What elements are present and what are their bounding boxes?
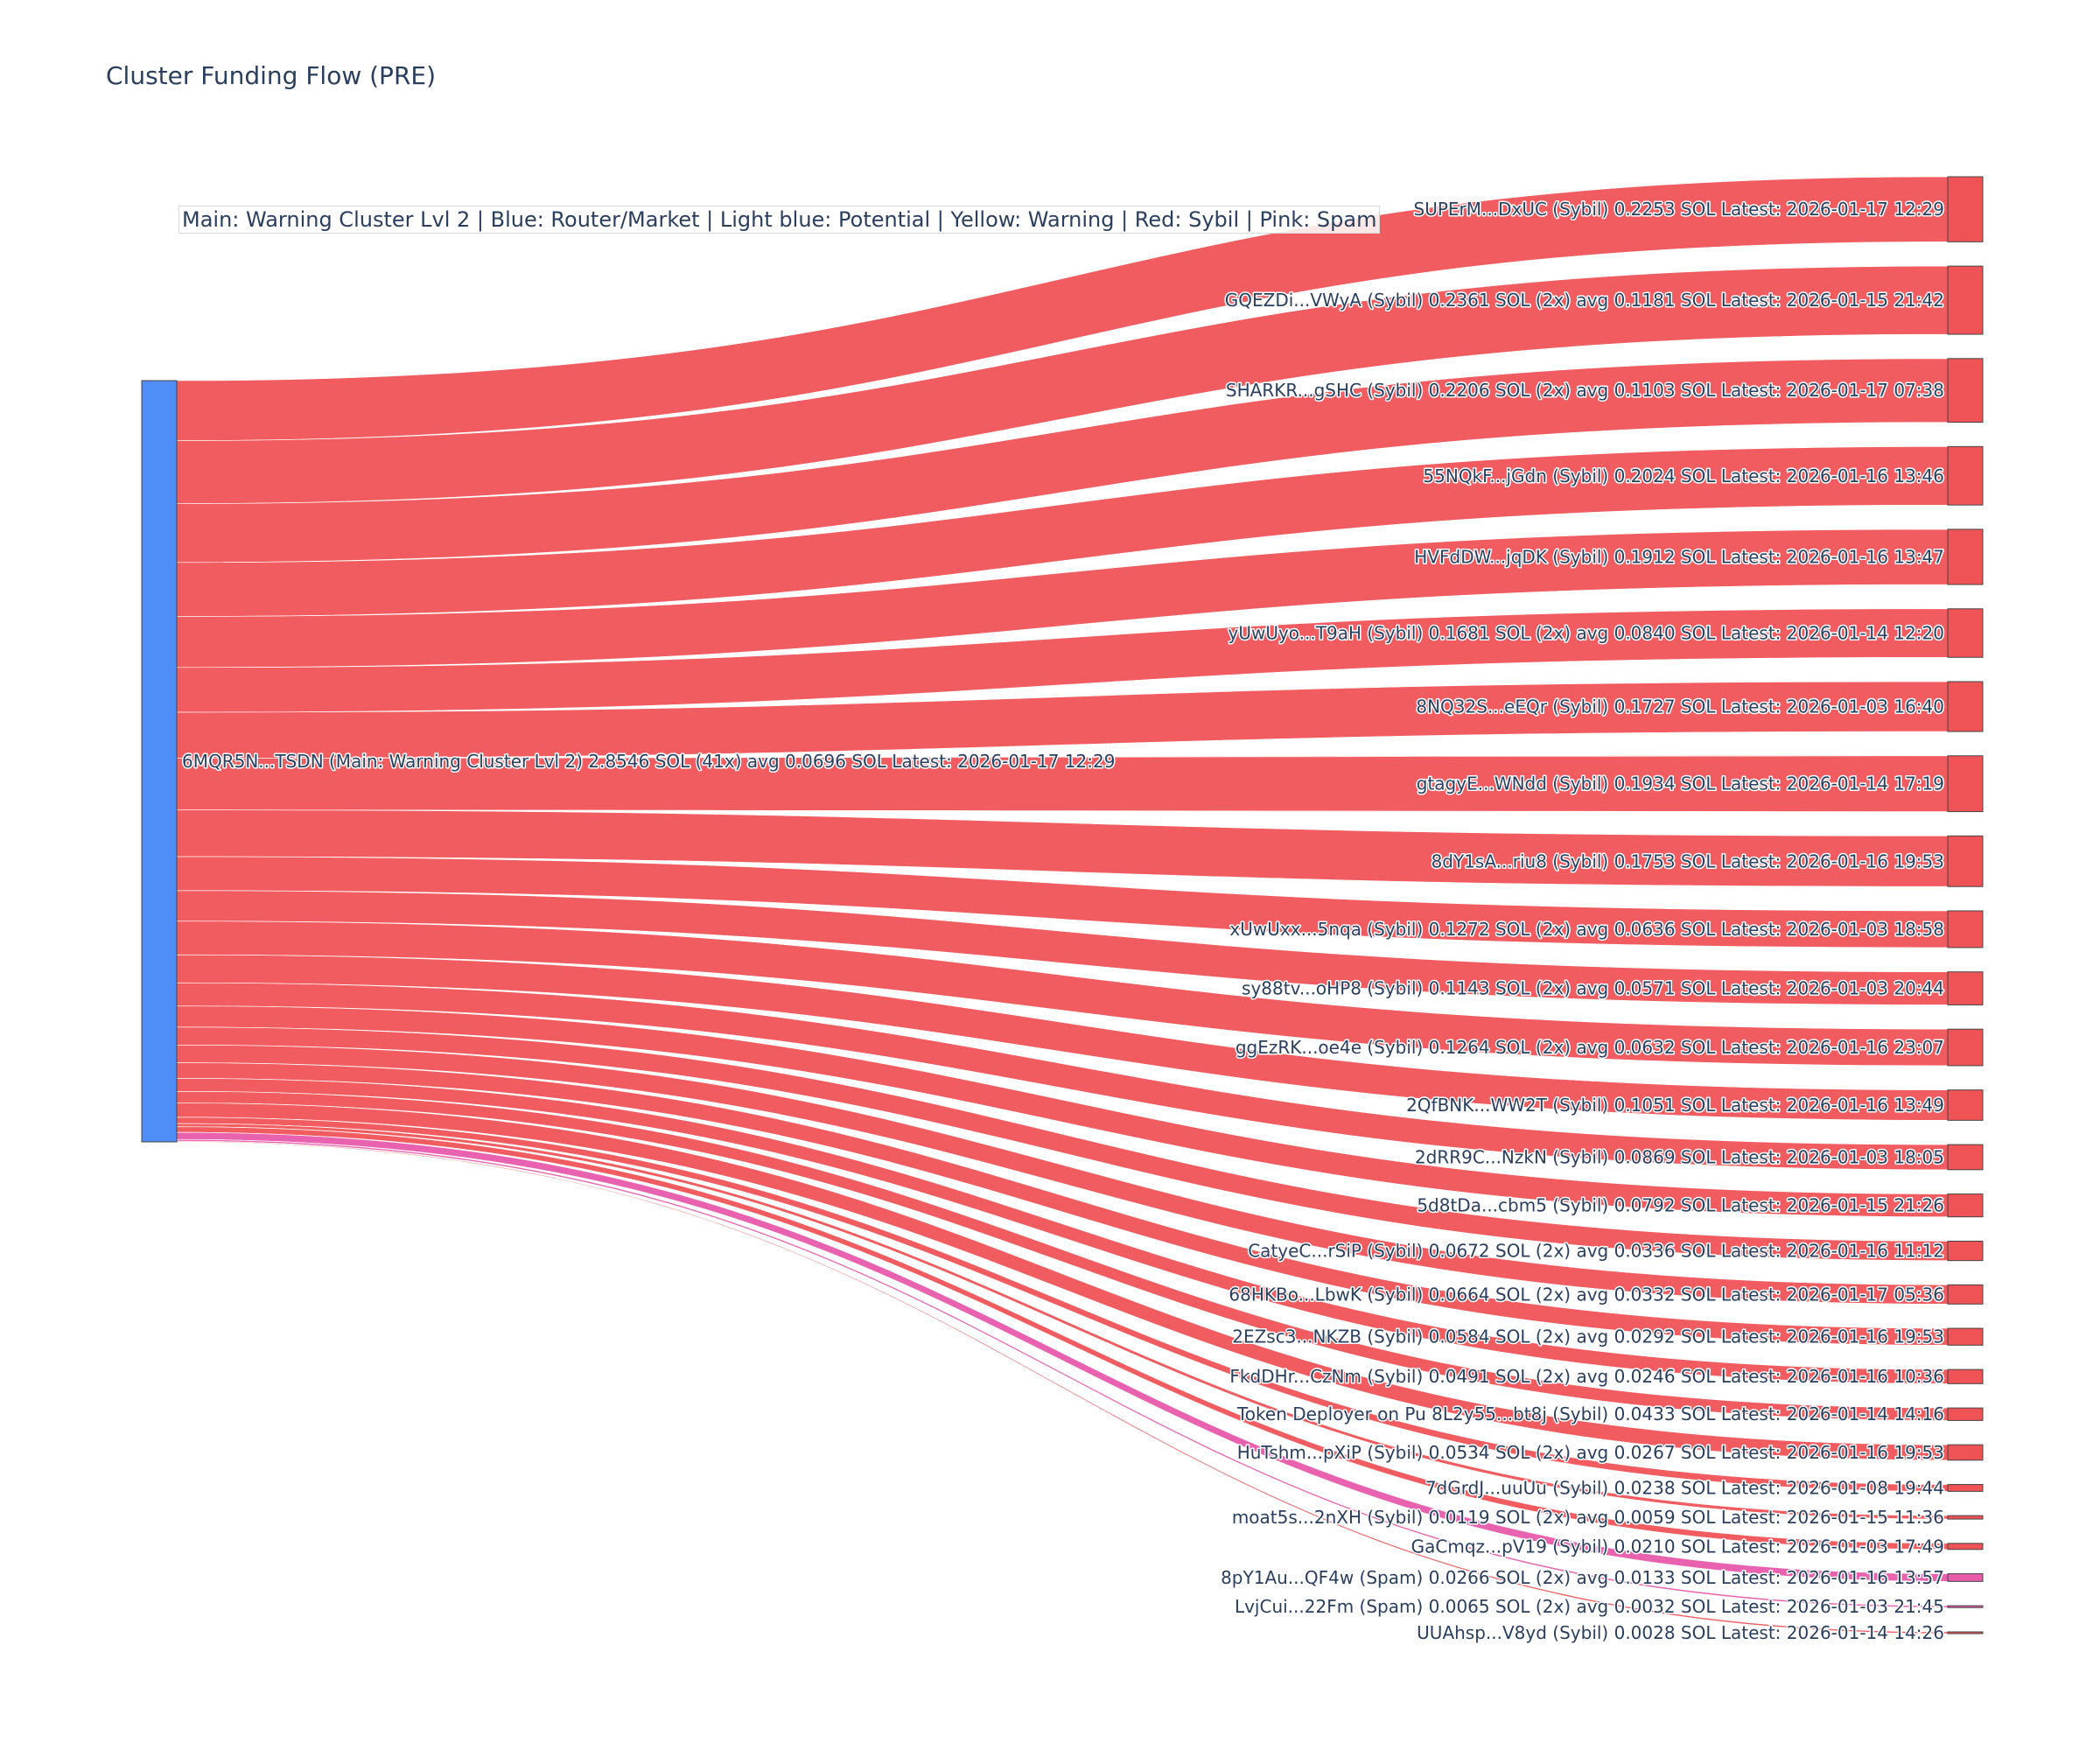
sankey-target-node	[1947, 1194, 1984, 1218]
sankey-target-label: gtagyE...WNdd (Sybil) 0.1934 SOL Latest:…	[1417, 774, 1944, 794]
sankey-target-label: GQEZDi...VWyA (Sybil) 0.2361 SOL (2x) av…	[1225, 290, 1944, 311]
sankey-target-node	[1947, 1368, 1984, 1384]
sankey-target-label: sy88tv...oHP8 (Sybil) 0.1143 SOL (2x) av…	[1242, 978, 1944, 999]
sankey-target-label: 2EZsc3...NKZB (Sybil) 0.0584 SOL (2x) av…	[1232, 1326, 1944, 1348]
sankey-target-label: 2dRR9C...NzkN (Sybil) 0.0869 SOL Latest:…	[1415, 1146, 1944, 1167]
sankey-target-label: UUAhsp...V8yd (Sybil) 0.0028 SOL Latest:…	[1417, 1622, 1944, 1643]
sankey-labels: SUPErM...DxUC (Sybil) 0.2253 SOL Latest:…	[181, 198, 1946, 1645]
sankey-target-label: SHARKR...gSHC (Sybil) 0.2206 SOL (2x) av…	[1226, 380, 1944, 401]
sankey-target-label: SUPErM...DxUC (Sybil) 0.2253 SOL Latest:…	[1414, 199, 1944, 220]
sankey-target-node	[1947, 1573, 1984, 1582]
sankey-target-label: 5d8tDa...cbm5 (Sybil) 0.0792 SOL Latest:…	[1417, 1195, 1944, 1216]
sankey-target-label: 7dGrdJ...uuUu (Sybil) 0.0238 SOL Latest:…	[1425, 1477, 1944, 1498]
sankey-target-node	[1947, 1631, 1984, 1634]
sankey-target-node	[1947, 1028, 1984, 1067]
sankey-target-label: 8pY1Au...QF4w (Spam) 0.0266 SOL (2x) avg…	[1221, 1567, 1944, 1588]
sankey-target-label: 55NQkF...jGdn (Sybil) 0.2024 SOL Latest:…	[1423, 466, 1944, 486]
sankey-target-label: GaCmqz...pV19 (Sybil) 0.0210 SOL Latest:…	[1411, 1536, 1944, 1557]
sankey-link	[176, 982, 1949, 1171]
sankey-target-node	[1947, 608, 1984, 658]
sankey-target-label: 68HKBo...LbwK (Sybil) 0.0664 SOL (2x) av…	[1228, 1284, 1944, 1305]
sankey-target-label: CatyeC...rSiP (Sybil) 0.0672 SOL (2x) av…	[1248, 1241, 1944, 1262]
sankey-target-node	[1947, 358, 1984, 424]
sankey-target-node	[1947, 1089, 1984, 1121]
sankey-links	[176, 176, 1949, 1634]
sankey-target-label: LvjCui...22Fm (Spam) 0.0065 SOL (2x) avg…	[1235, 1596, 1944, 1617]
sankey-target-node	[1947, 910, 1984, 948]
sankey-target-node	[1947, 1240, 1984, 1262]
sankey-target-node	[1947, 681, 1984, 732]
sankey-target-node	[1947, 1484, 1984, 1492]
sankey-target-label: Token Deployer on Pu 8L2y55...bt8j (Sybi…	[1236, 1404, 1944, 1424]
sankey-nodes	[141, 176, 1984, 1634]
sankey-target-node	[1947, 528, 1984, 585]
sankey-target-node	[1947, 445, 1984, 506]
chart-title: Cluster Funding Flow (PRE)	[106, 61, 437, 90]
sankey-target-node	[1947, 755, 1984, 813]
sankey-target-node	[1947, 265, 1984, 335]
sankey-target-node	[1947, 1144, 1984, 1171]
sankey-target-label: HVFdDW...jqDK (Sybil) 0.1912 SOL Latest:…	[1414, 546, 1944, 567]
sankey-target-node	[1947, 1407, 1984, 1421]
sankey-target-label: xUwUxx...5nqa (Sybil) 0.1272 SOL (2x) av…	[1229, 919, 1944, 940]
sankey-source-label: 6MQR5N...TSDN (Main: Warning Cluster Lvl…	[182, 751, 1115, 772]
sankey-target-node	[1947, 971, 1984, 1005]
sankey-target-node	[1947, 1605, 1984, 1608]
sankey-target-label: yUwUyo...T9aH (Sybil) 0.1681 SOL (2x) av…	[1228, 623, 1944, 644]
sankey-target-node	[1947, 1543, 1984, 1550]
sankey-target-label: 8dY1sA...riu8 (Sybil) 0.1753 SOL Latest:…	[1432, 850, 1944, 872]
sankey-target-label: FkdDHr...CzNm (Sybil) 0.0491 SOL (2x) av…	[1229, 1366, 1944, 1387]
sankey-target-node	[1947, 176, 1984, 242]
sankey-target-node	[1947, 835, 1984, 887]
legend-annotation: Main: Warning Cluster Lvl 2 | Blue: Rout…	[178, 206, 1381, 234]
sankey-target-label: moat5s...2nXH (Sybil) 0.0119 SOL (2x) av…	[1232, 1507, 1944, 1528]
sankey-target-label: HuTshm...pXiP (Sybil) 0.0534 SOL (2x) av…	[1237, 1442, 1944, 1463]
sankey-target-node	[1947, 1327, 1984, 1346]
sankey-target-node	[1947, 1515, 1984, 1520]
sankey-target-label: ggEzRK...oe4e (Sybil) 0.1264 SOL (2x) av…	[1236, 1037, 1944, 1058]
sankey-target-node	[1947, 1284, 1984, 1305]
sankey-target-node	[1947, 1444, 1984, 1461]
sankey-target-label: 2QfBNK...WW2T (Sybil) 0.1051 SOL Latest:…	[1406, 1095, 1944, 1116]
sankey-target-label: 8NQ32S...eEQr (Sybil) 0.1727 SOL Latest:…	[1416, 696, 1944, 718]
sankey-source-node	[141, 380, 178, 1143]
